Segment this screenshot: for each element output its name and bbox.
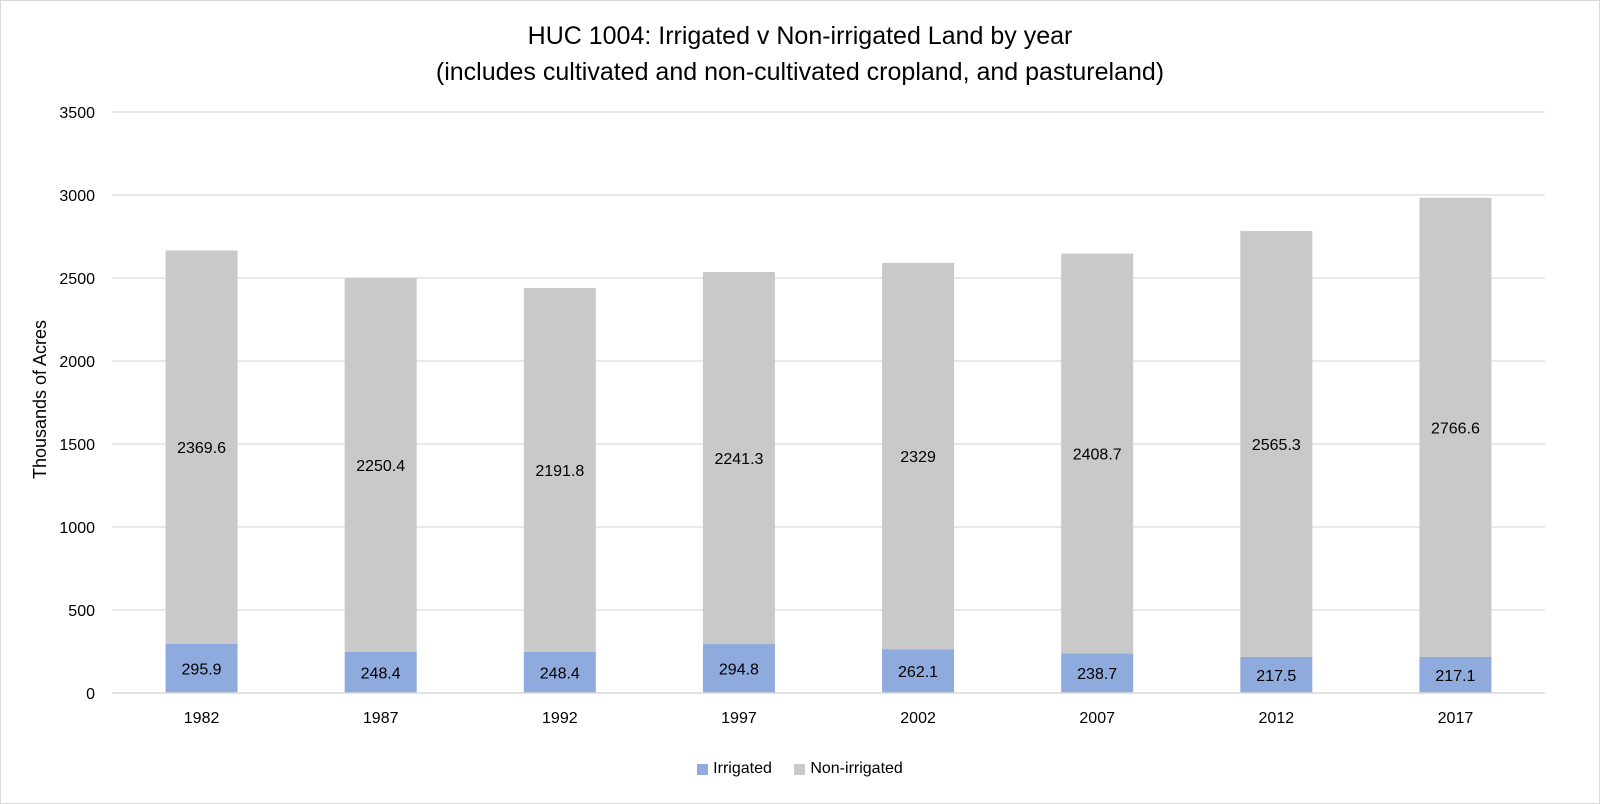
bar-non-irrigated-1987 [344,278,417,652]
y-tick-label: 1500 [59,437,95,454]
data-label-non-irrigated-2002: 2329 [900,449,936,466]
legend-label-non-irrigated: Non-irrigated [810,760,903,777]
y-axis-tick-labels: 0 500 1000 1500 2000 2500 3000 3500 [59,105,95,703]
y-tick-label: 1000 [59,520,95,537]
x-tick-label: 1992 [542,710,578,727]
chart-title-block: HUC 1004: Irrigated v Non-irrigated Land… [0,18,1600,90]
data-label-irrigated-1992: 248.4 [540,665,580,682]
bar-non-irrigated-1997 [702,272,775,645]
legend-swatch-irrigated [697,763,709,775]
bar-non-irrigated-2002 [882,262,955,650]
y-tick-label: 3000 [59,188,95,205]
data-labels: 295.9 2369.6 248.4 2250.4 248.4 2191.8 294.8 22… [177,420,1480,685]
legend-swatch-non-irrigated [794,763,806,775]
bar-non-irrigated-2007 [1061,253,1134,654]
bar-irrigated-1992 [523,651,596,693]
bar-irrigated-1997 [702,644,775,693]
gridlines [112,111,1545,611]
bar-irrigated-2017 [1419,656,1492,693]
y-tick-label: 2500 [59,271,95,288]
bar-non-irrigated-1992 [523,287,596,652]
y-tick-label: 2000 [59,354,95,371]
y-tick-label: 0 [86,686,95,703]
x-tick-label: 1982 [184,710,220,727]
legend-label-irrigated: Irrigated [713,760,772,777]
data-label-non-irrigated-2017: 2766.6 [1431,420,1480,437]
x-tick-label: 2007 [1079,710,1115,727]
chart-title: HUC 1004: Irrigated v Non-irrigated Land… [527,22,1073,50]
legend-item-non-irrigated: Non-irrigated [794,760,903,778]
bar-non-irrigated-1982 [165,250,238,644]
x-axis-tick-labels: 1982 1987 1992 1997 2002 2007 2012 2017 [184,710,1474,727]
data-label-irrigated-2007: 238.7 [1077,666,1117,683]
bar-irrigated-1987 [344,651,417,693]
data-label-irrigated-2017: 217.1 [1435,668,1475,685]
chart-subtitle: (includes cultivated and non-cultivated … [435,58,1165,86]
legend-item-irrigated: Irrigated [697,760,772,778]
x-tick-label: 2017 [1438,710,1474,727]
bar-irrigated-1982 [165,643,238,693]
data-label-non-irrigated-1992: 2191.8 [535,463,584,480]
x-tick-label: 2012 [1259,710,1295,727]
y-tick-label: 500 [68,603,95,620]
data-label-non-irrigated-1982: 2369.6 [177,440,226,457]
data-label-non-irrigated-2012: 2565.3 [1252,437,1301,454]
bar-irrigated-2002 [882,649,955,693]
x-tick-label: 1997 [721,710,757,727]
data-label-irrigated-1987: 248.4 [361,665,401,682]
data-label-non-irrigated-1997: 2241.3 [714,451,763,468]
bar-non-irrigated-2017 [1419,197,1492,657]
x-tick-label: 1987 [363,710,399,727]
data-label-non-irrigated-1987: 2250.4 [356,458,405,475]
data-label-irrigated-1982: 295.9 [182,661,222,678]
x-tick-label: 2002 [900,710,936,727]
bar-non-irrigated-2012 [1240,231,1313,657]
y-axis-label: Thousands of Acres [30,320,50,479]
data-label-irrigated-1997: 294.8 [719,662,759,679]
bars [165,197,1492,693]
bar-irrigated-2012 [1240,656,1313,693]
legend: Irrigated Non-irrigated [0,760,1600,780]
data-label-non-irrigated-2007: 2408.7 [1073,446,1122,463]
y-tick-label: 3500 [59,105,95,122]
data-label-irrigated-2002: 262.1 [898,664,938,681]
data-label-irrigated-2012: 217.5 [1256,668,1296,685]
bar-irrigated-2007 [1061,653,1134,693]
